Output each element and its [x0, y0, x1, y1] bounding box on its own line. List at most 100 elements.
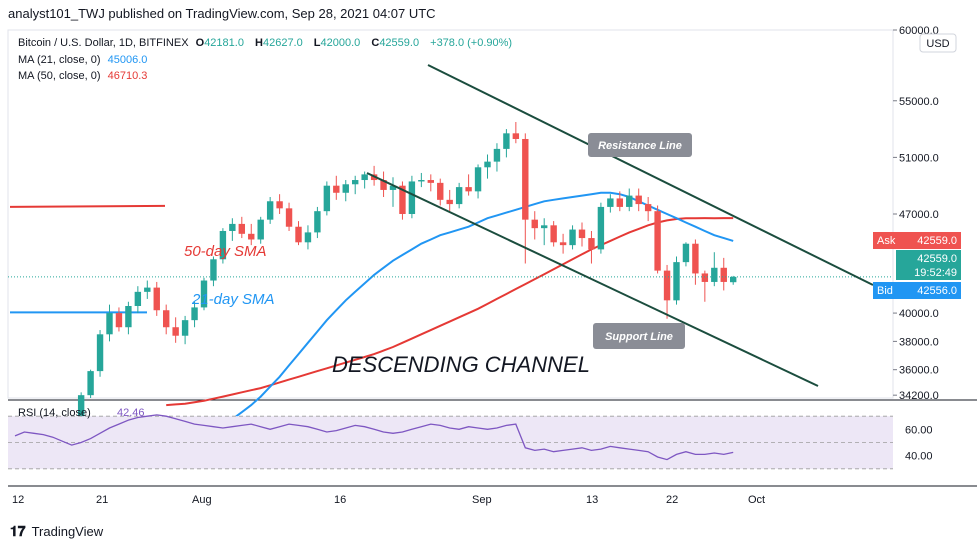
- candle-body: [125, 306, 132, 328]
- currency-label: USD: [926, 38, 949, 50]
- candle-body: [408, 181, 416, 214]
- candle-body: [153, 287, 160, 311]
- price-pane: [7, 29, 894, 399]
- support-callout: [593, 323, 685, 349]
- candle-body: [607, 198, 614, 207]
- candle-body: [711, 267, 718, 282]
- candle-body: [314, 211, 321, 233]
- tradingview-logo-icon: 𝟏𝟕: [10, 523, 26, 539]
- candle-body: [635, 195, 642, 205]
- ma50-value: 46710.3: [107, 70, 148, 82]
- currency-badge: [919, 33, 957, 53]
- candle-body: [200, 280, 208, 308]
- time-tick-label: 22: [666, 494, 678, 506]
- candle-body: [569, 229, 576, 246]
- low-value: 42000.0: [320, 37, 361, 49]
- candle-body: [578, 229, 586, 239]
- ma50-drawing: [9, 204, 166, 208]
- price-tick-label: 47000.0: [899, 209, 939, 221]
- publisher-header: analyst101_TWJ published on TradingView.…: [8, 6, 436, 21]
- candle-body: [323, 185, 331, 212]
- candle-body: [588, 238, 595, 250]
- candle-body: [418, 180, 425, 182]
- candle-body: [427, 180, 434, 183]
- candle-body: [87, 371, 94, 396]
- ma21-value: 45006.0: [107, 54, 148, 66]
- last-price-value: 42559.0: [917, 253, 957, 265]
- rsi-line: [14, 414, 734, 461]
- symbol-name: Bitcoin / U.S. Dollar, 1D, BITFINEX: [18, 37, 189, 49]
- candle-body: [597, 206, 605, 250]
- symbol-legend: Bitcoin / U.S. Dollar, 1D, BITFINEX O421…: [18, 37, 516, 49]
- resistance-callout: [588, 133, 692, 157]
- bid-badge: [873, 282, 961, 299]
- candle-body: [682, 243, 690, 263]
- candle-body: [181, 320, 189, 336]
- bid-label: Bid: [877, 285, 893, 297]
- rsi-label: RSI (14, close): [18, 407, 91, 419]
- candle-body: [522, 138, 529, 220]
- ma50-label: MA (50, close, 0): [18, 70, 101, 82]
- candle-body: [77, 395, 85, 424]
- candle-body: [389, 185, 397, 190]
- time-tick-label: 21: [96, 494, 108, 506]
- time-tick-label: 13: [586, 494, 598, 506]
- candle-body: [304, 232, 312, 243]
- ma21-label: MA (21, close, 0): [18, 54, 101, 66]
- candle-body: [531, 219, 538, 229]
- candle-body: [503, 133, 510, 149]
- ask-value: 42559.0: [917, 235, 957, 247]
- candle-body: [219, 230, 227, 260]
- rsi-tick-label: 60.00: [905, 424, 933, 436]
- candle-body: [437, 182, 444, 200]
- candle-body: [96, 334, 104, 372]
- candle-body: [106, 313, 113, 335]
- candle-body: [380, 180, 387, 190]
- candle-body: [644, 204, 652, 212]
- channel-title: DESCENDING CHANNEL: [332, 352, 590, 377]
- candle-body: [229, 223, 236, 231]
- resistance-trendline: [427, 64, 874, 286]
- time-tick-label: 16: [334, 494, 346, 506]
- candle-body: [701, 273, 709, 282]
- brand-name: TradingView: [31, 524, 104, 539]
- price-tick-label: 38000.0: [899, 336, 939, 348]
- candle-body: [550, 225, 557, 243]
- open-label: O: [195, 37, 205, 49]
- resistance-label: Resistance Line: [598, 140, 682, 152]
- sma21-label: 21-day SMA: [191, 291, 275, 308]
- candle-body: [115, 313, 123, 328]
- candle-body: [361, 174, 368, 181]
- low-label: L: [313, 37, 321, 49]
- candle-body: [134, 291, 142, 306]
- candle-body: [512, 133, 520, 139]
- close-value: 42559.0: [379, 37, 420, 49]
- support-trendline: [366, 172, 819, 387]
- candle-body: [266, 201, 274, 220]
- candle-body: [285, 208, 293, 227]
- price-tick-label: 55000.0: [899, 96, 939, 108]
- ma50-line: [166, 217, 734, 407]
- high-value: 42627.0: [262, 37, 303, 49]
- candle-body: [484, 161, 491, 168]
- sma50-label: 50-day SMA: [184, 243, 267, 260]
- candle-body: [210, 259, 217, 281]
- price-tick-label: 34200.0: [899, 390, 939, 402]
- candle-body: [238, 223, 245, 234]
- candle-body: [257, 219, 264, 240]
- footer-brand: 𝟏𝟕 TradingView: [10, 523, 103, 540]
- high-label: H: [255, 37, 263, 49]
- candle-body: [248, 233, 255, 240]
- ma50-legend: MA (50, close, 0) 46710.3: [18, 70, 151, 82]
- time-tick-label: 12: [12, 494, 24, 506]
- candle-body: [352, 180, 359, 185]
- price-tick-label: 51000.0: [899, 152, 939, 164]
- candle-body: [692, 243, 699, 274]
- last-price-badge: [896, 250, 961, 280]
- candle-body: [399, 185, 406, 214]
- close-label: C: [371, 37, 380, 49]
- time-tick-label: Aug: [192, 494, 212, 506]
- candle-body: [465, 187, 472, 192]
- candle-body: [163, 310, 170, 328]
